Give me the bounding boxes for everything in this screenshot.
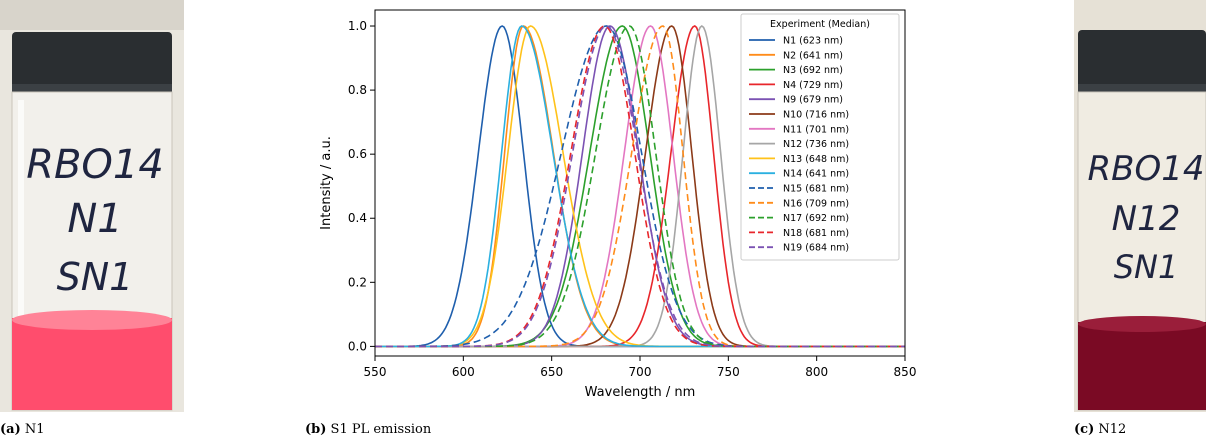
legend-label: N13 (648 nm) — [783, 154, 849, 165]
caption-c: (c) N12 — [1074, 422, 1126, 437]
legend-title: Experiment (Median) — [770, 19, 870, 30]
x-axis-ticks: 550 600 650 700 750 800 850 — [364, 356, 917, 379]
legend-label: N11 (701 nm) — [783, 124, 849, 135]
legend-label: N3 (692 nm) — [783, 65, 843, 76]
vial-label-line1: RBO14 — [1088, 149, 1205, 189]
legend-box — [740, 13, 900, 261]
y-axis-label: Intensity / a.u. — [319, 136, 334, 230]
vial-photo-n12: RBO14 N12 SN1 — [1074, 0, 1206, 412]
pl-emission-chart: 550 600 650 700 750 800 850 0.0 0.2 0.4 0.6 0.8 1.0… — [319, 9, 917, 400]
legend-label: N19 (684 nm) — [783, 243, 849, 254]
legend-label: N14 (641 nm) — [783, 169, 849, 180]
y-tick-label: 0.0 — [348, 339, 367, 353]
x-tick-label: 600 — [452, 365, 475, 379]
vial-label-line2: N12 — [1112, 199, 1181, 239]
x-tick-label: 850 — [894, 365, 917, 379]
legend-label: N2 (641 nm) — [783, 50, 843, 61]
legend-label: N17 (692 nm) — [783, 213, 849, 224]
caption-b-tag: (b) — [305, 422, 327, 437]
series-line-14 — [375, 25, 905, 348]
legend: Experiment (Median) N1 (623 nm) N2 (641 n… — [740, 13, 900, 261]
caption-a: (a) N1 — [0, 422, 45, 437]
y-tick-label: 0.8 — [348, 83, 367, 97]
y-tick-label: 1.0 — [348, 19, 367, 33]
vial-photo-n1: RBO14 N1 SN1 — [0, 0, 184, 412]
legend-label: N4 (729 nm) — [783, 80, 843, 91]
vial-cap — [1078, 30, 1206, 88]
legend-label: N15 (681 nm) — [783, 184, 849, 195]
x-tick-label: 800 — [805, 365, 828, 379]
vial-liquid — [1078, 322, 1206, 410]
y-tick-label: 0.2 — [348, 275, 367, 289]
x-tick-label: 700 — [629, 365, 652, 379]
vial-label-line2: N1 — [67, 196, 122, 242]
vial-liquid — [12, 318, 172, 410]
y-tick-label: 0.6 — [348, 147, 367, 161]
caption-a-tag: (a) — [0, 422, 21, 437]
vial-label-line1: RBO14 — [26, 142, 164, 188]
legend-label: N10 (716 nm) — [783, 110, 849, 121]
caption-b: (b) S1 PL emission — [305, 422, 431, 437]
y-tick-label: 0.4 — [348, 211, 367, 225]
x-tick-label: 550 — [364, 365, 387, 379]
x-axis-label: Wavelength / nm — [585, 385, 696, 400]
caption-c-tag: (c) — [1074, 422, 1095, 437]
legend-label: N1 (623 nm) — [783, 36, 843, 47]
vial-label-line3: SN1 — [57, 255, 134, 299]
x-tick-label: 650 — [540, 365, 563, 379]
series-lines — [375, 24, 905, 348]
vial-cap — [12, 32, 172, 90]
legend-label: N18 (681 nm) — [783, 228, 849, 239]
legend-label: N16 (709 nm) — [783, 198, 849, 209]
legend-label: N12 (736 nm) — [783, 139, 849, 150]
caption-b-label: S1 PL emission — [330, 422, 432, 437]
legend-label: N9 (679 nm) — [783, 95, 843, 106]
vial-label-line3: SN1 — [1114, 248, 1179, 286]
caption-a-label: N1 — [24, 422, 45, 437]
y-axis-ticks: 0.0 0.2 0.4 0.6 0.8 1.0 — [348, 19, 375, 353]
caption-c-label: N12 — [1098, 422, 1127, 437]
x-tick-label: 750 — [717, 365, 740, 379]
